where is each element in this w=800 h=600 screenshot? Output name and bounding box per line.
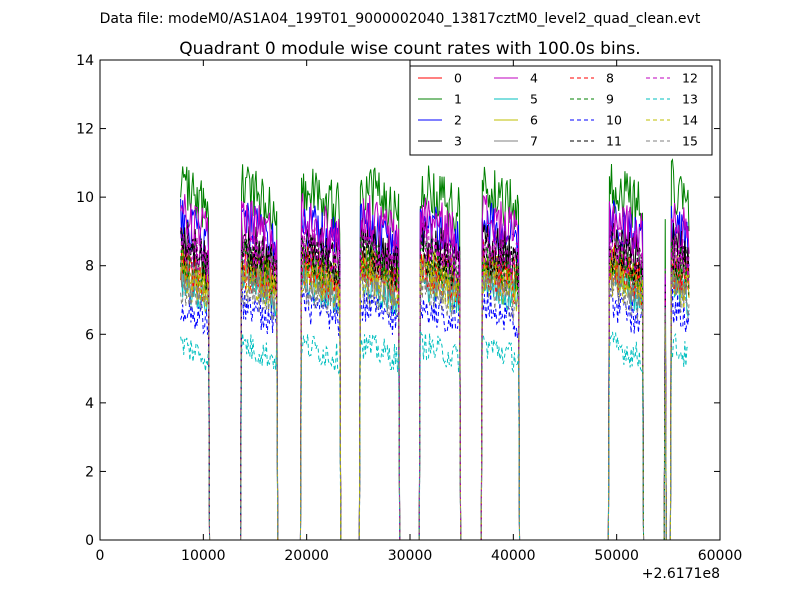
x-tick-label: 30000 (388, 548, 433, 564)
x-tick-label: 10000 (181, 548, 226, 564)
x-tick-label: 0 (96, 548, 105, 564)
chart-title: Quadrant 0 module wise count rates with … (179, 39, 640, 59)
x-tick-label: 50000 (594, 548, 639, 564)
legend-label-9: 9 (606, 92, 614, 107)
y-tick-label: 12 (76, 122, 94, 138)
legend-label-4: 4 (530, 71, 538, 86)
legend-label-3: 3 (454, 134, 462, 149)
axes-ticks: 0 10000 20000 30000 40000 50000 60000024681012… (76, 53, 742, 564)
series-13-line (180, 330, 690, 541)
legend-label-10: 10 (606, 113, 622, 128)
legend-label-0: 0 (454, 71, 462, 86)
y-tick-label: 8 (85, 259, 94, 275)
y-tick-label: 0 (85, 533, 94, 549)
x-tick-label: 40000 (491, 548, 536, 564)
legend-label-6: 6 (530, 113, 538, 128)
data-file-title: Data file: modeM0/AS1A04_199T01_90000020… (100, 11, 701, 27)
legend-label-7: 7 (530, 134, 538, 149)
legend-label-12: 12 (682, 71, 698, 86)
legend-label-8: 8 (606, 71, 614, 86)
x-tick-label: 20000 (284, 548, 329, 564)
y-tick-label: 10 (76, 190, 94, 206)
legend-label-11: 11 (606, 134, 622, 149)
y-tick-label: 4 (85, 396, 94, 412)
legend-label-5: 5 (530, 92, 538, 107)
legend-label-15: 15 (682, 134, 698, 149)
y-tick-label: 6 (85, 327, 94, 343)
x-offset-label: +2.6171e8 (642, 566, 720, 582)
legend-label-14: 14 (682, 113, 698, 128)
legend-label-2: 2 (454, 113, 462, 128)
legend-label-1: 1 (454, 92, 462, 107)
y-tick-label: 2 (85, 464, 94, 480)
y-tick-label: 14 (76, 53, 94, 69)
legend-frame (409, 65, 713, 156)
legend-label-13: 13 (682, 92, 698, 107)
x-tick-label: 60000 (698, 548, 743, 564)
